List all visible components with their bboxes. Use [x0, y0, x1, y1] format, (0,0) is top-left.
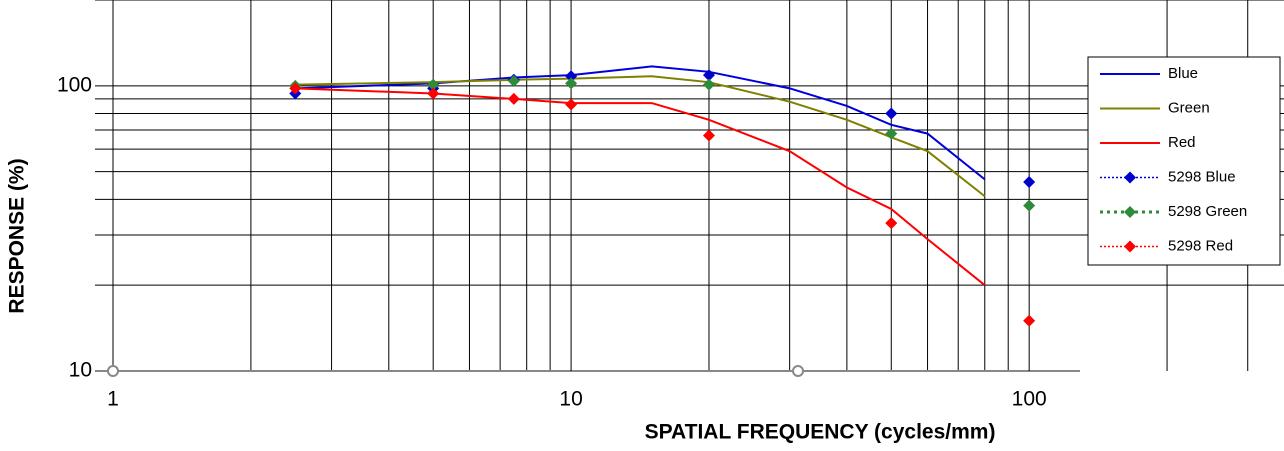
data-point	[885, 107, 898, 120]
data-point	[1023, 176, 1036, 189]
legend: Blue Green Red 5298 Blue 5298 Green 5298 Red	[1087, 56, 1281, 266]
legend-label: Green	[1168, 99, 1210, 116]
legend-box	[1087, 56, 1281, 266]
axis-decoration	[792, 365, 804, 377]
x-tick-label: 10	[559, 388, 582, 411]
data-point	[885, 217, 898, 230]
legend-label: Red	[1168, 134, 1196, 151]
data-point	[885, 127, 898, 140]
data-point	[565, 98, 578, 111]
data-point	[565, 70, 578, 83]
data-point	[1023, 314, 1036, 327]
data-line	[295, 87, 986, 286]
data-point	[507, 92, 520, 105]
y-tick-label: 10	[69, 359, 92, 382]
legend-marker	[1124, 171, 1136, 184]
legend-label: 5298 Blue	[1168, 168, 1236, 185]
data-point	[565, 77, 578, 90]
x-tick-label: 1	[107, 388, 119, 411]
data-point	[289, 82, 302, 95]
data-point	[702, 78, 715, 91]
legend-marker	[1124, 240, 1136, 253]
data-point	[427, 78, 440, 91]
legend-marker	[1124, 206, 1136, 218]
y-axis-title: RESPONSE (%)	[6, 158, 29, 313]
data-point	[702, 129, 715, 142]
axis-decoration	[107, 365, 119, 377]
data-line	[295, 75, 986, 198]
data-point	[427, 87, 440, 100]
data-point	[507, 74, 520, 87]
y-tick-label: 100	[57, 73, 92, 96]
data-point	[1023, 199, 1036, 212]
legend-label: 5298 Red	[1168, 237, 1233, 254]
legend-label: Blue	[1168, 65, 1198, 82]
x-axis-title: SPATIAL FREQUENCY (cycles/mm)	[645, 421, 996, 444]
x-tick-label: 100	[1012, 388, 1047, 411]
legend-label: 5298 Green	[1168, 203, 1247, 220]
data-point	[702, 69, 715, 82]
